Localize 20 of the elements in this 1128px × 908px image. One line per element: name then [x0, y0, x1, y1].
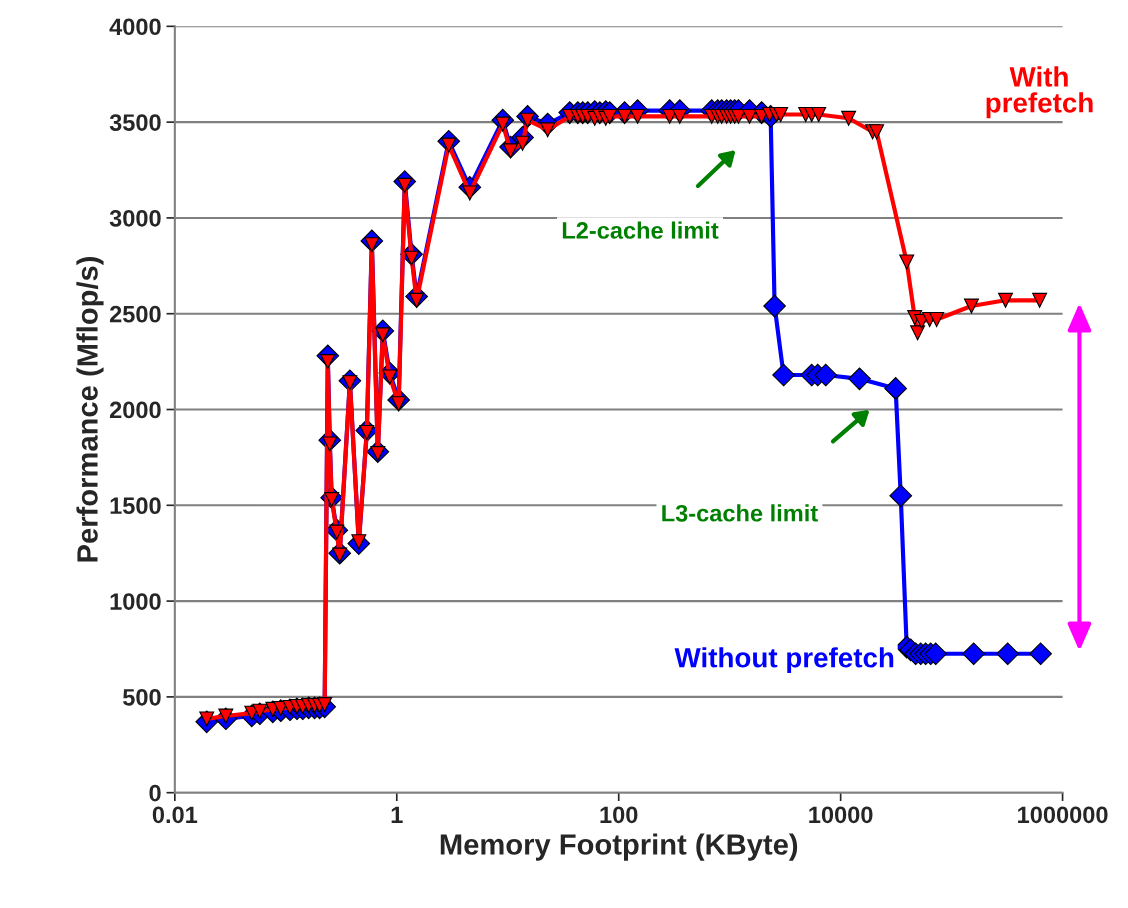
text: With prefetch — [986, 66, 1093, 119]
annotation: L2-cache limit — [562, 221, 719, 239]
x-tick-label: 10000 — [809, 806, 873, 824]
y-tick-label: 500 — [122, 688, 161, 706]
y-tick-label: 2500 — [109, 305, 161, 323]
y-tick-label: 1500 — [110, 497, 161, 515]
series-label: Without prefetch — [674, 647, 894, 674]
y-tick-label: 0 — [149, 784, 161, 802]
x-tick-label: 100 — [600, 806, 638, 824]
y-axis-title: Performance (Mflop/s) — [76, 256, 104, 562]
y-tick-label: 3000 — [109, 209, 161, 227]
y-tick-label: 1000 — [110, 593, 161, 610]
x-tick-label: 1 — [391, 806, 403, 823]
y-tick-label: 4000 — [109, 18, 161, 36]
x-tick-label: 0.01 — [152, 806, 198, 824]
annotation: L3-cache limit — [662, 504, 818, 522]
x-axis-title: Memory Footprint (KByte) — [440, 833, 798, 861]
y-tick-label: 2000 — [109, 401, 161, 419]
y-tick-label: 3500 — [109, 114, 161, 131]
x-tick-label: 1000000 — [1018, 806, 1108, 824]
